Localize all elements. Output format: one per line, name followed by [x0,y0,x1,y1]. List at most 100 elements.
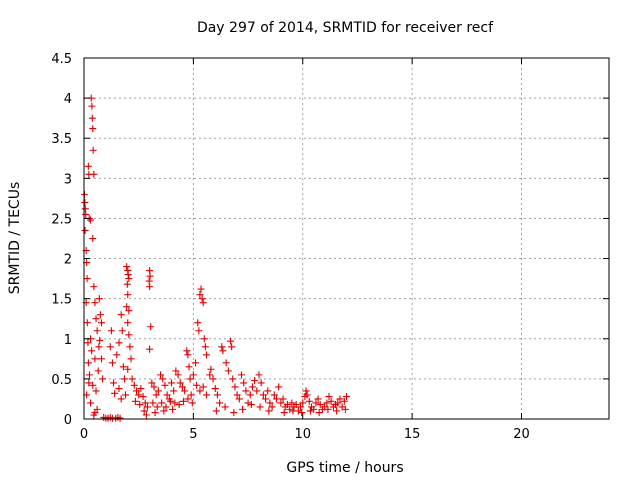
data-point [124,365,132,373]
data-point [146,272,154,280]
data-point [283,401,291,409]
data-point [239,405,247,413]
data-point [238,371,245,379]
data-point [212,407,220,415]
data-point [279,395,287,403]
data-point [84,162,92,170]
data-point [110,379,118,387]
data-point [264,387,272,395]
data-point [228,343,236,351]
data-point [197,285,205,293]
data-point [198,295,206,303]
data-point [149,399,157,407]
data-point [131,397,139,405]
data-point [88,114,96,122]
data-point [117,311,125,319]
data-point [117,395,125,403]
data-point [93,327,101,335]
data-point [298,409,306,417]
data-point [139,393,147,401]
data-point [95,343,103,351]
data-point [83,275,91,283]
data-point [259,391,267,399]
data-point [148,379,156,387]
plot-frame [83,57,610,420]
data-point [142,411,150,419]
data-point [124,319,132,327]
data-point [87,216,95,224]
x-tick-label: 20 [513,427,530,442]
y-axis-label: SRMTID / TECUs [7,182,23,295]
data-point [81,198,89,206]
data-point [242,387,250,395]
data-point [186,375,194,383]
data-point [172,367,180,375]
data-point [96,336,104,344]
data-point [113,351,121,359]
data-point [88,347,96,355]
data-point [94,367,102,375]
x-tick-label: 10 [294,427,311,442]
data-point [119,363,127,371]
data-point [141,399,149,407]
data-point [199,299,207,307]
data-point [180,397,188,405]
data-point [136,401,144,409]
data-point [92,315,100,323]
data-point [98,319,105,327]
data-point [140,407,148,415]
data-point [84,339,92,347]
data-point [90,283,98,291]
data-point [146,345,154,353]
data-point [133,387,140,395]
data-point [92,387,100,395]
data-point [196,291,204,299]
data-point [158,399,166,407]
data-point [166,397,174,405]
data-point [343,393,350,401]
data-point [181,387,189,395]
data-point [111,389,119,397]
data-point [340,397,348,405]
chart-title: Day 297 of 2014, SRMTID for receiver rec… [197,20,494,36]
data-point [255,371,263,379]
data-point [310,405,318,413]
data-point [195,327,203,335]
data-point [235,395,243,403]
data-point [84,359,92,367]
y-tick-label: 0 [64,413,72,428]
y-tick-label: 3 [64,172,72,187]
x-axis-label: GPS time / hours [286,460,403,476]
data-point [266,399,274,407]
data-point [251,376,259,384]
data-point [150,383,158,391]
data-point [302,387,310,395]
data-point [341,405,349,413]
data-point [163,391,171,399]
y-tick-label: 4 [64,92,72,107]
data-point [209,375,217,383]
data-point [124,291,132,299]
grid [84,58,609,419]
data-point [89,146,97,154]
data-point [88,102,96,110]
data-point [171,399,179,407]
data-point [162,403,170,411]
data-point [199,383,207,391]
data-point [152,391,160,399]
data-points [80,94,350,422]
data-point [82,210,90,218]
data-point [303,391,311,399]
data-point [248,383,256,391]
data-point [316,401,324,409]
data-point [327,397,335,405]
data-point [275,383,283,391]
data-point [108,359,116,367]
data-point [83,319,91,327]
data-point [305,397,313,405]
data-point [196,387,204,395]
data-point [161,381,169,389]
data-point [277,399,285,407]
data-point [89,235,97,242]
data-point [118,327,126,335]
